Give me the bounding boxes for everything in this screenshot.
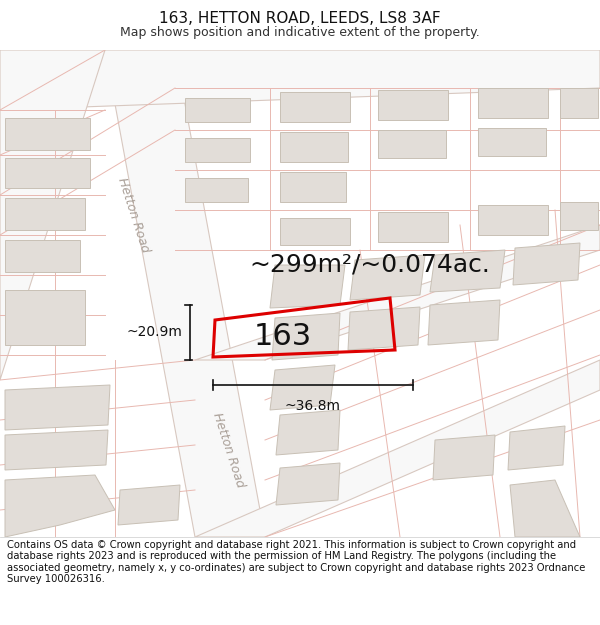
Polygon shape	[195, 360, 600, 537]
Polygon shape	[430, 250, 505, 292]
Polygon shape	[185, 98, 250, 122]
Polygon shape	[0, 50, 600, 110]
Text: ~20.9m: ~20.9m	[126, 326, 182, 339]
Text: 163: 163	[254, 322, 313, 351]
Polygon shape	[276, 463, 340, 505]
Text: Hetton Road: Hetton Road	[115, 176, 151, 254]
Polygon shape	[185, 138, 250, 162]
Polygon shape	[378, 212, 448, 242]
Polygon shape	[280, 172, 346, 202]
Polygon shape	[560, 202, 598, 230]
Text: Map shows position and indicative extent of the property.: Map shows position and indicative extent…	[120, 26, 480, 39]
Polygon shape	[270, 365, 335, 410]
Polygon shape	[378, 130, 446, 158]
Polygon shape	[280, 92, 350, 122]
Text: ~36.8m: ~36.8m	[285, 399, 341, 413]
Polygon shape	[5, 475, 115, 537]
Polygon shape	[433, 435, 495, 480]
Polygon shape	[118, 485, 180, 525]
Polygon shape	[478, 128, 546, 156]
Polygon shape	[350, 255, 425, 300]
Polygon shape	[270, 265, 345, 308]
Polygon shape	[185, 178, 248, 202]
Polygon shape	[5, 385, 110, 430]
Polygon shape	[5, 198, 85, 230]
Polygon shape	[0, 50, 105, 380]
Polygon shape	[105, 50, 265, 537]
Polygon shape	[5, 158, 90, 188]
Polygon shape	[5, 430, 108, 470]
Polygon shape	[508, 426, 565, 470]
Polygon shape	[478, 205, 548, 235]
Text: Contains OS data © Crown copyright and database right 2021. This information is : Contains OS data © Crown copyright and d…	[7, 539, 586, 584]
Polygon shape	[272, 313, 340, 360]
Polygon shape	[510, 480, 580, 537]
Polygon shape	[560, 88, 598, 118]
Polygon shape	[5, 118, 90, 150]
Polygon shape	[428, 300, 500, 345]
Text: Hetton Road: Hetton Road	[210, 411, 246, 489]
Polygon shape	[280, 218, 350, 245]
Text: 163, HETTON ROAD, LEEDS, LS8 3AF: 163, HETTON ROAD, LEEDS, LS8 3AF	[159, 11, 441, 26]
Polygon shape	[195, 225, 600, 360]
Polygon shape	[478, 88, 548, 118]
Polygon shape	[378, 90, 448, 120]
Polygon shape	[276, 410, 340, 455]
Polygon shape	[513, 243, 580, 285]
Text: ~299m²/~0.074ac.: ~299m²/~0.074ac.	[250, 253, 490, 277]
Polygon shape	[5, 240, 80, 272]
Polygon shape	[280, 132, 348, 162]
Polygon shape	[5, 290, 85, 345]
Polygon shape	[348, 307, 420, 350]
